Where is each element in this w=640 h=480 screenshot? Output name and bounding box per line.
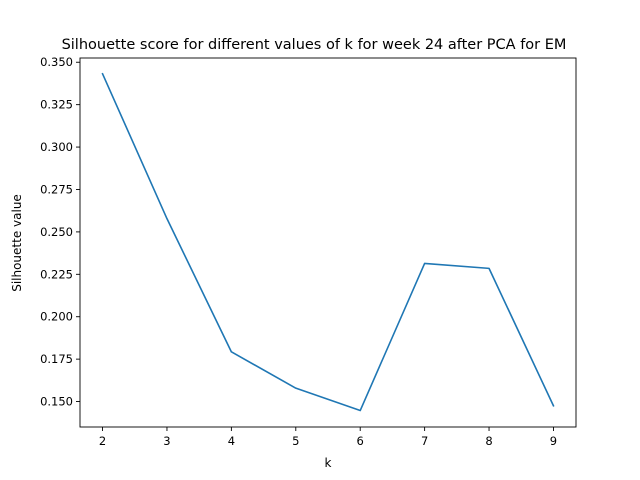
y-tick-label: 0.250 — [40, 225, 73, 239]
y-tick-label: 0.150 — [40, 395, 73, 409]
y-tick-label: 0.200 — [40, 310, 73, 324]
x-tick-label: 7 — [421, 434, 428, 448]
y-tick-label: 0.300 — [40, 140, 73, 154]
series-line — [101, 72, 555, 412]
y-axis-label: Silhouette value — [10, 194, 24, 292]
x-tick-label: 8 — [485, 434, 492, 448]
x-tick-label: 3 — [163, 434, 170, 448]
x-tick-label: 4 — [228, 434, 235, 448]
x-tick-label: 2 — [99, 434, 106, 448]
y-tick-label: 0.175 — [40, 352, 73, 366]
y-tick-label: 0.225 — [40, 267, 73, 281]
y-tick-label: 0.325 — [40, 98, 73, 112]
y-tick-label: 0.350 — [40, 55, 73, 69]
x-axis-label: k — [325, 456, 332, 470]
chart-title: Silhouette score for different values of… — [62, 37, 567, 53]
x-tick-label: 9 — [550, 434, 557, 448]
plot-area: 2 3 4 5 6 7 8 9 0.150 0.175 0.200 0.225 0.250 0.275 0.… — [40, 55, 577, 448]
axes-frame — [79, 57, 577, 428]
x-tick-label: 5 — [292, 434, 299, 448]
x-tick-label: 6 — [357, 434, 364, 448]
y-tick-label: 0.275 — [40, 182, 73, 196]
